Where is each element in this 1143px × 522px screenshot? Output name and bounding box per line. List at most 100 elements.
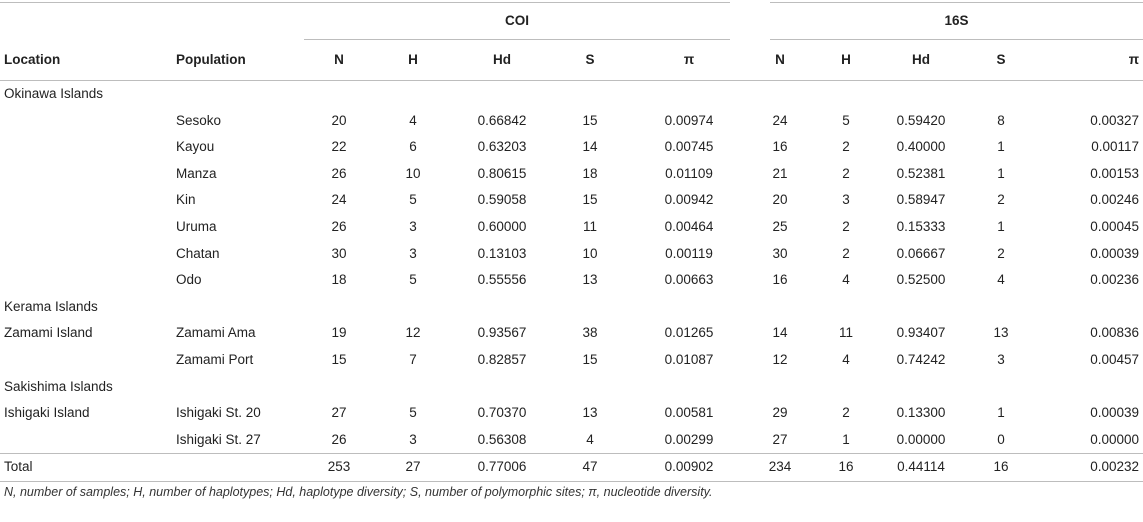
header-coi-pi: π [628, 39, 751, 81]
s16-value-cell: 0.44114 [882, 453, 961, 482]
s16-value-cell: 0.00457 [1090, 351, 1140, 367]
header-population: Population [172, 39, 304, 81]
location-cell [0, 134, 172, 161]
header-16s-hd: Hd [882, 39, 961, 81]
location-cell [0, 108, 172, 135]
s16-value-cell: 0.40000 [896, 139, 946, 155]
s16-value-cell: 24 [772, 112, 788, 128]
table-row: Chatan 30 3 0.13103 10 0.00119 30 2 0.06667 2 0.00… [0, 241, 1143, 268]
coi-value-cell: 47 [552, 453, 628, 482]
group-header-row: COI 16S [0, 2, 1143, 40]
coi-value-cell: 0.60000 [477, 218, 527, 234]
s16-value-cell: 2 [842, 218, 850, 234]
s16-value-cell: 4 [997, 272, 1005, 288]
s16-value-cell: 8 [997, 112, 1005, 128]
section-label: Okinawa Islands [4, 86, 104, 101]
s16-value-cell: 0.52381 [896, 165, 946, 181]
coi-value-cell: 3 [409, 431, 417, 447]
coi-value-cell: 0.01265 [664, 325, 714, 341]
coi-value-cell: 24 [331, 192, 347, 208]
s16-value-cell: 27 [772, 431, 788, 447]
population-cell: Kayou [176, 139, 215, 155]
table-row: Uruma 26 3 0.60000 11 0.00464 25 2 0.15333 1 0.000… [0, 214, 1143, 241]
population-cell: Kin [176, 192, 196, 208]
coi-value-cell: 10 [405, 165, 421, 181]
s16-value-cell: 0.00039 [1090, 245, 1140, 261]
coi-value-cell: 15 [331, 351, 347, 367]
population-cell: Ishigaki St. 27 [176, 431, 261, 447]
coi-value-cell: 20 [331, 112, 347, 128]
s16-value-cell: 0.74242 [896, 351, 946, 367]
s16-value-cell: 14 [772, 325, 788, 341]
population-cell: Zamami Ama [176, 325, 256, 341]
s16-value-cell: 234 [750, 453, 811, 482]
table-footnote: N, number of samples; H, number of haplo… [4, 485, 713, 499]
table-row: Zamami Island Zamami Ama 19 12 0.93567 38 0.01… [0, 320, 1143, 347]
coi-value-cell: 0.00464 [664, 218, 714, 234]
s16-value-cell: 0.58947 [896, 192, 946, 208]
s16-value-cell: 20 [772, 192, 788, 208]
s16-value-cell: 2 [842, 139, 850, 155]
coi-value-cell: 0.00663 [664, 272, 714, 288]
coi-value-cell: 4 [409, 112, 417, 128]
s16-value-cell: 0.00000 [896, 431, 946, 447]
coi-value-cell: 15 [582, 112, 598, 128]
header-coi-n: N [304, 39, 374, 81]
s16-value-cell: 16 [772, 139, 788, 155]
coi-value-cell: 22 [331, 139, 347, 155]
s16-value-cell: 1 [997, 165, 1005, 181]
coi-value-cell: 0.00942 [664, 192, 714, 208]
table-row: Ishigaki Island Ishigaki St. 20 27 5 0.70370… [0, 400, 1143, 427]
s16-value-cell: 0.00246 [1090, 192, 1140, 208]
coi-value-cell: 18 [331, 272, 347, 288]
group-coi: COI [304, 2, 751, 40]
coi-value-cell: 0.63203 [477, 139, 527, 155]
s16-value-cell: 11 [839, 325, 854, 341]
header-coi-hd: Hd [452, 39, 552, 81]
total-row: Total 253 27 0.77006 47 0.00902 234 16 0.44114 16… [0, 453, 1143, 482]
population-cell: Sesoko [176, 112, 222, 128]
coi-value-cell: 0.00299 [664, 431, 714, 447]
s16-value-cell: 13 [993, 325, 1009, 341]
s16-value-cell: 0.59420 [896, 112, 946, 128]
coi-value-cell: 0.93567 [477, 325, 527, 341]
coi-value-cell: 0.59058 [477, 192, 527, 208]
coi-value-cell: 5 [409, 272, 417, 288]
s16-value-cell: 1 [997, 218, 1005, 234]
location-cell [0, 241, 172, 268]
s16-value-cell: 4 [842, 272, 850, 288]
total-label: Total [0, 453, 172, 482]
s16-value-cell: 30 [772, 245, 788, 261]
coi-value-cell: 3 [409, 245, 417, 261]
s16-value-cell: 16 [772, 272, 788, 288]
s16-value-cell: 0.00236 [1090, 272, 1140, 288]
s16-value-cell: 29 [772, 405, 788, 421]
section-row: Sakishima Islands [0, 374, 1143, 401]
location-cell: Zamami Island [4, 325, 93, 341]
s16-value-cell: 0.93407 [896, 325, 946, 341]
s16-value-cell: 3 [997, 351, 1005, 367]
s16-value-cell: 0.00000 [1090, 431, 1140, 447]
coi-value-cell: 15 [582, 351, 598, 367]
coi-value-cell: 13 [582, 272, 598, 288]
coi-value-cell: 5 [409, 405, 417, 421]
coi-value-cell: 11 [582, 218, 597, 234]
population-cell [172, 453, 304, 482]
s16-value-cell: 25 [772, 218, 788, 234]
coi-value-cell: 26 [331, 165, 347, 181]
header-coi-h: H [374, 39, 452, 81]
coi-value-cell: 26 [331, 218, 347, 234]
s16-value-cell: 0.06667 [896, 245, 946, 261]
header-coi-s: S [552, 39, 628, 81]
coi-value-cell: 10 [582, 245, 598, 261]
population-cell: Uruma [176, 218, 217, 234]
header-16s-h: H [810, 39, 883, 81]
coi-value-cell: 30 [331, 245, 347, 261]
s16-value-cell: 0.13300 [896, 405, 946, 421]
coi-value-cell: 26 [331, 431, 347, 447]
location-cell [0, 267, 172, 294]
location-cell [0, 347, 172, 374]
table-row: Odo 18 5 0.55556 13 0.00663 16 4 0.52500 4 0.00236 [0, 267, 1143, 294]
coi-value-cell: 3 [409, 218, 417, 234]
s16-value-cell: 2 [842, 405, 850, 421]
